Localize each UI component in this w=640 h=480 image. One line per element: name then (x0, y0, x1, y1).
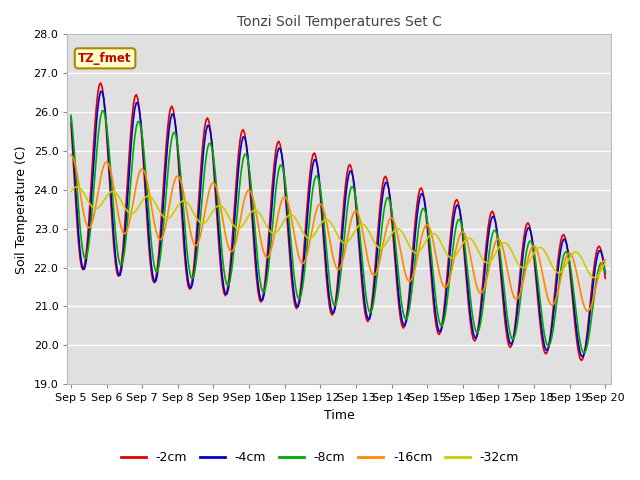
-16cm (371, 272, 379, 277)
-2cm (168, 103, 176, 109)
-16cm (67, 152, 75, 158)
-4cm (168, 111, 176, 117)
-8cm (100, 108, 108, 114)
-8cm (580, 350, 588, 356)
-16cm (166, 196, 174, 202)
-8cm (390, 231, 398, 237)
-2cm (538, 333, 545, 338)
-4cm (82, 261, 90, 266)
-16cm (584, 308, 591, 314)
-16cm (82, 220, 90, 226)
-2cm (67, 120, 75, 126)
-2cm (82, 253, 90, 259)
Line: -2cm: -2cm (71, 83, 605, 360)
-16cm (401, 269, 409, 275)
Legend: -2cm, -4cm, -8cm, -16cm, -32cm: -2cm, -4cm, -8cm, -16cm, -32cm (116, 446, 524, 469)
Line: -16cm: -16cm (71, 155, 605, 311)
-32cm (390, 228, 398, 233)
Line: -32cm: -32cm (71, 187, 605, 277)
-32cm (373, 243, 381, 249)
-8cm (373, 276, 381, 281)
Line: -4cm: -4cm (71, 91, 605, 357)
-2cm (390, 252, 398, 257)
-2cm (97, 80, 104, 86)
-32cm (591, 275, 598, 280)
X-axis label: Time: Time (324, 409, 355, 422)
-16cm (389, 216, 397, 222)
-16cm (536, 258, 544, 264)
-4cm (579, 354, 587, 360)
-8cm (403, 316, 410, 322)
-16cm (602, 257, 609, 263)
-2cm (403, 315, 410, 321)
-4cm (390, 242, 398, 248)
-8cm (67, 112, 75, 118)
-32cm (538, 245, 545, 251)
-32cm (168, 212, 176, 218)
-32cm (83, 197, 91, 203)
-4cm (403, 318, 410, 324)
Line: -8cm: -8cm (71, 111, 605, 353)
-8cm (168, 134, 176, 140)
Text: TZ_fmet: TZ_fmet (78, 52, 132, 65)
-8cm (602, 270, 609, 276)
-4cm (538, 324, 545, 329)
-32cm (73, 184, 81, 190)
-8cm (82, 255, 90, 261)
-2cm (602, 276, 609, 281)
-2cm (578, 358, 586, 363)
-32cm (67, 189, 75, 194)
-8cm (538, 310, 545, 315)
-32cm (403, 237, 410, 243)
Title: Tonzi Soil Temperatures Set C: Tonzi Soil Temperatures Set C (237, 15, 442, 29)
-2cm (373, 244, 381, 250)
-32cm (602, 260, 609, 265)
-4cm (97, 88, 104, 94)
-4cm (602, 270, 609, 276)
-4cm (67, 114, 75, 120)
Y-axis label: Soil Temperature (C): Soil Temperature (C) (15, 145, 28, 274)
-4cm (373, 257, 381, 263)
